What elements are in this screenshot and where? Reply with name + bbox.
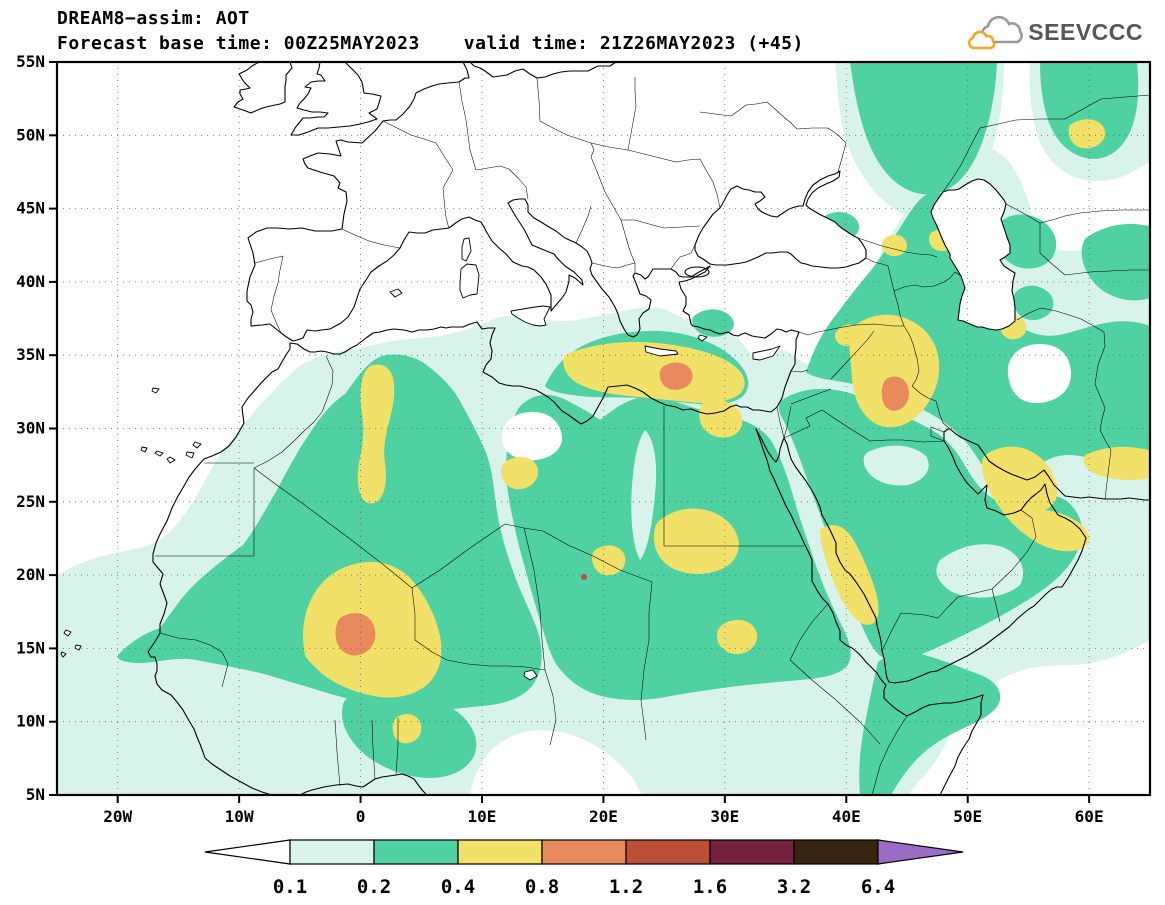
lon-tick-label: 0 <box>356 807 366 826</box>
forecast-base-time: Forecast base time: 00Z25MAY2023 <box>57 33 420 54</box>
seevccc-cloud-icon <box>968 15 1024 50</box>
aot-region-0.4-0.8 <box>654 508 739 574</box>
aot-region-0.4-0.8 <box>1068 119 1106 149</box>
aot-region-0.2-0.4 <box>692 309 734 337</box>
orange-cloud-shape <box>968 30 996 50</box>
colorbar-segment <box>793 839 879 865</box>
aot-region-0.4-0.8 <box>563 342 745 403</box>
aot-gap-below-0.1 <box>501 411 563 461</box>
aot-region-0.4-0.8 <box>501 456 539 490</box>
aot-region-0.4-0.8 <box>357 364 395 504</box>
aot-region-0.4-0.8 <box>716 619 758 655</box>
axis-ticks <box>49 61 1091 803</box>
axis-labels: 20W 10W 0 10E 20E 30E 40E 50E 60E 55N 50N 45N 40N 35N… <box>16 52 1103 826</box>
borders-middle-east <box>776 237 1112 652</box>
seevccc-logo: SEEVCCC <box>965 12 1143 52</box>
aot-speck-1.2-1.6-chad <box>581 574 587 580</box>
colorbar-arrow-low <box>204 839 291 865</box>
lon-tick-label: 20W <box>103 807 132 826</box>
coastlines <box>147 62 1150 795</box>
colorbar-arrow-high <box>877 839 964 865</box>
aot-gap-0.1-0.2 <box>936 544 1024 598</box>
lat-tick-label: 5N <box>26 785 45 804</box>
colorbar-segment <box>373 839 459 865</box>
aot-region-0.4-0.8 <box>699 399 743 438</box>
lake-chad <box>523 669 538 681</box>
colorbar-label: 6.4 <box>861 876 895 898</box>
lon-tick-label: 10E <box>468 807 497 826</box>
aot-gap-below-0.1 <box>1007 344 1072 404</box>
aot-gap-0.1-0.2 <box>631 430 657 560</box>
lat-tick-label: 45N <box>16 199 45 218</box>
lat-tick-label: 35N <box>16 345 45 364</box>
colorbar-segment <box>289 839 375 865</box>
caspian-sea <box>930 178 1016 331</box>
aot-region-0.8-1.2-libya-egypt <box>659 362 693 390</box>
coastline-british-isles <box>233 62 382 136</box>
coastline-redsea-horn <box>755 428 984 795</box>
aot-region-0.8-1.2-iraq <box>881 376 909 411</box>
coastline-nw-europe-baltic <box>382 62 617 122</box>
country-borders <box>155 77 1150 795</box>
lat-tick-label: 10N <box>16 712 45 731</box>
borders-eurasia <box>254 77 1150 334</box>
lat-tick-label: 15N <box>16 638 45 657</box>
colorbar-segment <box>541 839 627 865</box>
colorbar-label: 3.2 <box>777 876 811 898</box>
coastline-arabia-gulf <box>755 428 1150 684</box>
islands <box>60 237 781 681</box>
aot-region-0.8-1.2-mali <box>335 613 376 656</box>
colorbar-segment <box>625 839 711 865</box>
lon-tick-label: 50E <box>953 807 982 826</box>
colorbar-label: 1.6 <box>693 876 727 898</box>
colorbar-label: 1.2 <box>609 876 643 898</box>
lon-tick-label: 10W <box>225 807 254 826</box>
lat-tick-label: 40N <box>16 272 45 291</box>
aot-region-0.4-0.8 <box>835 324 861 346</box>
island-shapes <box>60 237 781 658</box>
graticule <box>57 62 1150 795</box>
aot-region-0.4-0.8 <box>1083 446 1150 481</box>
colorbar-label: 0.1 <box>273 876 307 898</box>
colorbar-segment <box>457 839 543 865</box>
lat-tick-label: 50N <box>16 125 45 144</box>
lon-tick-label: 20E <box>589 807 618 826</box>
lat-tick-label: 55N <box>16 52 45 71</box>
plot-subtitle: Forecast base time: 00Z25MAY2023 valid ti… <box>57 33 804 54</box>
lat-tick-label: 20N <box>16 565 45 584</box>
valid-time: valid time: 21Z26MAY2023 (+45) <box>463 33 804 54</box>
aot-region-0.2-0.4 <box>997 214 1057 269</box>
aot-gap-below-0.1 <box>470 730 642 795</box>
inland-seas <box>684 170 1016 331</box>
lat-tick-label: 30N <box>16 419 45 438</box>
colorbar-label: 0.4 <box>441 876 475 898</box>
black-sea <box>694 170 867 269</box>
lon-tick-label: 60E <box>1075 807 1104 826</box>
plot-title: DREAM8−assim: AOT <box>57 8 250 29</box>
aot-gap-0.1-0.2 <box>863 445 929 486</box>
aot-region-0.4-0.8 <box>849 314 940 428</box>
aot-region-0.2-0.4 <box>859 652 1001 795</box>
borders-africa <box>155 355 908 795</box>
colorbar-label: 0.8 <box>525 876 559 898</box>
colorbar: 0.1 0.2 0.4 0.8 1.2 1.6 3.2 6.4 <box>204 839 964 898</box>
aot-region-0.2-0.4 <box>850 62 997 195</box>
coastline-europe <box>246 120 800 342</box>
aot-region-0.2-0.4 <box>1081 223 1150 301</box>
aot-region-0.2-0.4 <box>1013 285 1054 321</box>
colorbar-segment <box>709 839 795 865</box>
aot-region-0.4-0.8 <box>591 545 626 576</box>
colorbar-label: 0.2 <box>357 876 391 898</box>
aot-region-0.2-0.4 <box>806 192 1150 483</box>
lon-tick-label: 30E <box>710 807 739 826</box>
lon-tick-label: 40E <box>832 807 861 826</box>
seevccc-logo-text: SEEVCCC <box>1028 18 1143 45</box>
lat-tick-label: 25N <box>16 492 45 511</box>
